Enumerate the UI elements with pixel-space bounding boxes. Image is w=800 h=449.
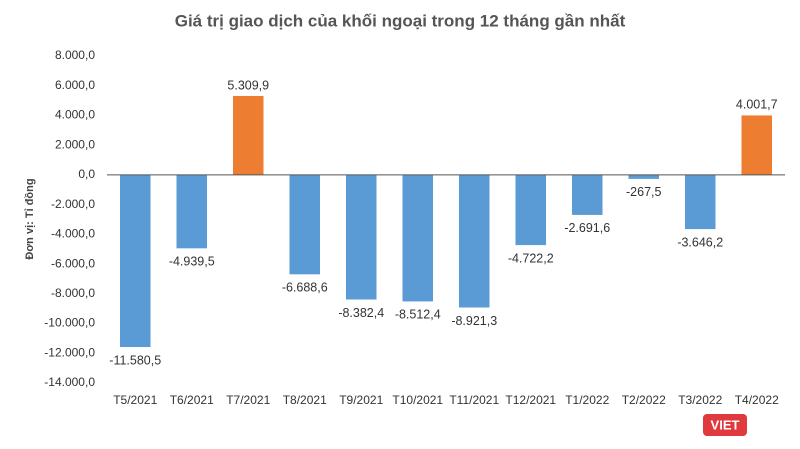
value-label: -4.722,2 bbox=[508, 251, 554, 265]
x-tick-label: T6/2021 bbox=[170, 393, 214, 407]
bar bbox=[289, 174, 321, 275]
value-label: -6.688,6 bbox=[282, 281, 328, 295]
bar bbox=[684, 174, 716, 230]
watermark-box bbox=[703, 414, 747, 436]
y-tick-label: -6.000,0 bbox=[51, 256, 95, 270]
watermark: VIET bbox=[711, 417, 740, 432]
y-tick-label: -12.000,0 bbox=[44, 345, 95, 359]
y-tick-label: -2.000,0 bbox=[51, 197, 95, 211]
bar bbox=[515, 174, 547, 246]
x-tick-label: T9/2021 bbox=[339, 393, 383, 407]
bar bbox=[628, 174, 660, 179]
x-tick-label: T11/2021 bbox=[449, 393, 499, 407]
value-label: -3.646,2 bbox=[677, 235, 723, 249]
bar bbox=[232, 95, 264, 175]
y-axis-label: Đơn vị: Tỉ đồng bbox=[24, 178, 36, 259]
value-label: -8.512,4 bbox=[395, 308, 441, 322]
x-tick-label: T5/2021 bbox=[113, 393, 157, 407]
bar bbox=[119, 174, 151, 348]
y-tick-label: 4.000,0 bbox=[55, 108, 95, 122]
value-label: -8.382,4 bbox=[338, 306, 384, 320]
value-label: -267,5 bbox=[626, 185, 661, 199]
y-tick-label: 6.000,0 bbox=[55, 78, 95, 92]
chart-title: Giá trị giao dịch của khối ngoại trong 1… bbox=[175, 11, 626, 30]
x-tick-label: T12/2021 bbox=[505, 393, 556, 407]
x-tick-label: T4/2022 bbox=[735, 393, 779, 407]
value-label: -11.580,5 bbox=[109, 353, 161, 367]
y-tick-label: 2.000,0 bbox=[55, 137, 95, 151]
value-label: 5.309,9 bbox=[227, 78, 269, 92]
bar bbox=[741, 115, 773, 175]
bar bbox=[458, 174, 490, 308]
x-tick-label: T1/2022 bbox=[565, 393, 609, 407]
y-tick-label: -4.000,0 bbox=[51, 227, 95, 241]
x-tick-label: T7/2021 bbox=[226, 393, 270, 407]
value-label: -4.939,5 bbox=[169, 255, 215, 269]
value-label: 4.001,7 bbox=[736, 98, 778, 112]
value-label: -2.691,6 bbox=[564, 221, 610, 235]
value-label: -8.921,3 bbox=[451, 314, 497, 328]
bar bbox=[402, 174, 434, 302]
y-tick-label: -14.000,0 bbox=[44, 375, 95, 389]
x-tick-label: T3/2022 bbox=[678, 393, 722, 407]
x-tick-label: T2/2022 bbox=[622, 393, 666, 407]
y-tick-label: -8.000,0 bbox=[51, 286, 95, 300]
x-tick-label: T8/2021 bbox=[283, 393, 327, 407]
x-tick-label: T10/2021 bbox=[392, 393, 443, 407]
bar bbox=[176, 174, 208, 249]
bar bbox=[345, 174, 377, 300]
y-tick-label: -10.000,0 bbox=[44, 316, 95, 330]
y-tick-label: 0,0 bbox=[78, 167, 95, 181]
bar bbox=[571, 174, 603, 215]
y-tick-label: 8.000,0 bbox=[55, 48, 95, 62]
